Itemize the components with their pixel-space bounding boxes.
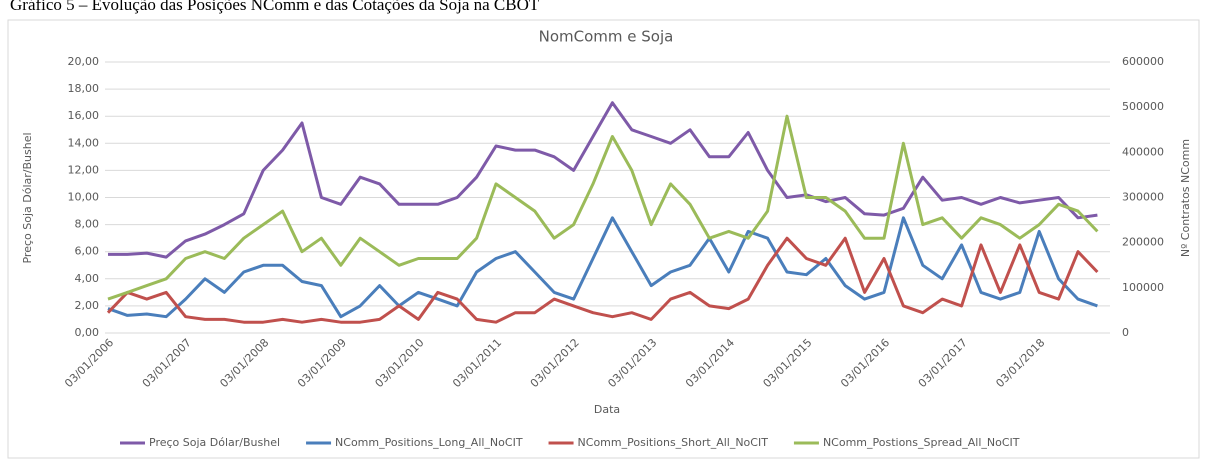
y-tick-label: 20,00 — [68, 55, 100, 68]
series-line — [106, 236, 1099, 324]
y-tick-label: 16,00 — [68, 109, 100, 122]
y-tick-label: 4,00 — [75, 272, 100, 285]
series-line — [107, 114, 1099, 301]
x-tick-label: 03/01/2017 — [916, 336, 970, 390]
y-tick-label: 6,00 — [75, 245, 100, 258]
y2-tick-label: 200000 — [1122, 236, 1164, 249]
y2-tick-label: 100000 — [1122, 281, 1164, 294]
series-line — [108, 101, 1098, 259]
y2-tick-label: 0 — [1122, 326, 1129, 339]
x-tick-label: 03/01/2009 — [295, 336, 349, 390]
x-tick-label: 03/01/2013 — [605, 336, 659, 390]
y2-tick-label: 600000 — [1122, 55, 1164, 68]
y-tick-label: 14,00 — [68, 136, 100, 149]
x-tick-label: 03/01/2010 — [373, 336, 427, 390]
x-tick-label: 03/01/2014 — [683, 336, 737, 390]
legend-label: NComm_Postions_Spread_All_NoCIT — [823, 436, 1020, 449]
chart-border — [7, 19, 1200, 459]
x-tick-label: 03/01/2012 — [528, 336, 582, 390]
x-tick-label: 03/01/2006 — [62, 336, 116, 390]
y-tick-label: 12,00 — [68, 163, 100, 176]
caption: Gráfico 5 – Evolução das Posições NComm … — [10, 0, 540, 14]
x-tick-label: 03/01/2018 — [993, 336, 1047, 390]
x-tick-label: 03/01/2015 — [761, 336, 815, 390]
x-tick-label: 03/01/2016 — [838, 336, 892, 390]
y-tick-label: 0,00 — [75, 326, 100, 339]
legend-label: Preço Soja Dólar/Bushel — [149, 436, 280, 449]
x-axis-title: Data — [594, 403, 620, 416]
y2-tick-label: 500000 — [1122, 100, 1164, 113]
x-tick-label: 03/01/2008 — [217, 336, 271, 390]
y2-tick-label: 300000 — [1122, 191, 1164, 204]
y-axis-title: Preço Soja Dólar/Bushel — [21, 132, 34, 263]
legend-label: NComm_Positions_Long_All_NoCIT — [335, 436, 523, 449]
y-tick-label: 2,00 — [75, 299, 100, 312]
chart-title: NomComm e Soja — [539, 28, 674, 46]
series-line — [107, 216, 1098, 319]
y2-axis-title: Nº Contratos NComm — [1179, 139, 1192, 257]
y-tick-label: 10,00 — [68, 191, 100, 204]
legend-label: NComm_Positions_Short_All_NoCIT — [578, 436, 769, 449]
y2-tick-label: 400000 — [1122, 145, 1164, 158]
y-tick-label: 18,00 — [68, 82, 100, 95]
x-tick-label: 03/01/2007 — [140, 336, 194, 390]
x-tick-label: 03/01/2011 — [450, 336, 504, 390]
y-tick-label: 8,00 — [75, 218, 100, 231]
